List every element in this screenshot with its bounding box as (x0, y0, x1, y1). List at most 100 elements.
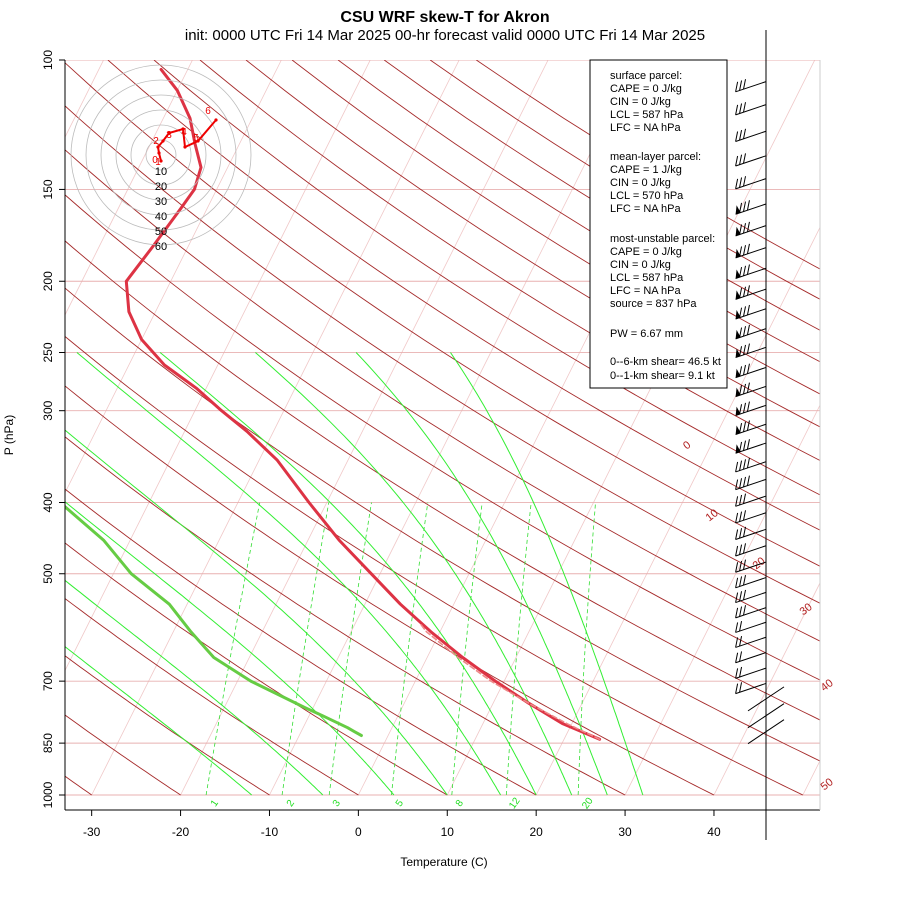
moist-adiabat-line (65, 579, 324, 796)
wind-barb-shaft (735, 667, 767, 679)
pressure-tick-label: 100 (41, 50, 55, 70)
isotherm-line (65, 60, 193, 316)
wind-barb-feather (746, 264, 750, 275)
wind-barb-shaft (735, 591, 767, 604)
wind-barb-feather (735, 155, 739, 167)
pressure-tick-label: 400 (41, 492, 55, 512)
wind-barb-shaft (735, 178, 767, 190)
pressure-tick-label: 250 (41, 342, 55, 362)
wind-barb-shaft (735, 130, 767, 142)
wind-barb-feather (743, 176, 746, 187)
hodograph-point (156, 145, 160, 149)
most-unstable-lcl: LCL = 587 hPa (610, 272, 684, 284)
wind-barbs (735, 79, 785, 745)
hodograph-hour-label: 1 (155, 157, 161, 168)
wind-barb-feather (739, 103, 743, 114)
dry-adiabat-line (65, 488, 537, 796)
wind-barb-feather (743, 245, 746, 256)
temperature-tick-label: -30 (83, 825, 101, 839)
precipitable-water: PW = 6.67 mm (610, 328, 683, 340)
dry-adiabat-line (65, 714, 181, 796)
moist-adiabat-line (76, 352, 502, 796)
dry-adiabat-line (65, 62, 820, 567)
mixing-ratio-line (205, 502, 261, 796)
stats-box: surface parcel: CAPE = 0 J/kg CIN = 0 J/… (589, 59, 728, 389)
isotherm-line (713, 582, 820, 796)
wind-barb-feather (739, 130, 743, 141)
hodograph-ring (145, 139, 177, 171)
mean-layer-lfc: LFC = NA hPa (610, 203, 682, 215)
pressure-tick-label: 700 (41, 671, 55, 691)
wind-barb-feather (739, 327, 743, 338)
wind-barb-shaft (735, 328, 767, 340)
surface-lfc: LFC = NA hPa (610, 122, 682, 134)
temperature-tick-label: -20 (172, 825, 190, 839)
wind-barb-feather (743, 589, 746, 601)
moist-adiabat-line (255, 352, 573, 796)
wind-barb-feather (739, 544, 743, 555)
wind-barb-feather (743, 402, 746, 413)
wind-barb-feather (739, 307, 743, 318)
mixing-ratio-label: 3 (331, 798, 343, 809)
wind-barb-shaft (765, 686, 785, 700)
most-unstable-cin: CIN = 0 J/kg (610, 259, 671, 271)
dry-adiabat-line (65, 287, 820, 762)
wind-barb-feather (735, 683, 739, 694)
mixing-ratio-label: 5 (394, 798, 406, 809)
x-axis-label: Temperature (C) (400, 855, 487, 869)
wind-barb-feather (739, 404, 743, 415)
dry-adiabat-line (65, 542, 448, 796)
wind-barb-feather (735, 496, 739, 507)
wind-barb-shaft (735, 225, 767, 237)
chart-title: CSU WRF skew-T for Akron (340, 9, 549, 26)
mixing-ratio-line (505, 502, 532, 796)
temperature-profile-line (124, 67, 602, 741)
temperature-tick-label: -10 (261, 825, 279, 839)
wind-barb-shaft (747, 698, 767, 712)
wind-barb-feather (746, 382, 750, 393)
wind-barb-feather (743, 383, 746, 395)
wind-barb-feather (735, 652, 739, 663)
wind-barb-feather (739, 560, 743, 572)
wind-barb-feather (735, 622, 739, 633)
moist-adiabat-line (65, 501, 395, 796)
wind-barb-feather (735, 529, 739, 540)
y-axis-label: P (hPa) (2, 415, 16, 455)
temperature-tick-label: 30 (618, 825, 632, 839)
isotherm-line (180, 60, 549, 796)
chart-subtitle: init: 0000 UTC Fri 14 Mar 2025 00-hr for… (185, 27, 705, 44)
wind-barb-shaft (735, 636, 767, 648)
mixing-ratio-label: 1 (209, 798, 221, 809)
wind-barb-feather (746, 324, 750, 335)
wind-barb-feather (739, 366, 743, 377)
wind-barb-shaft (765, 719, 785, 733)
hodograph-point (183, 145, 187, 149)
dry-adiabat-line (107, 60, 820, 531)
dry-adiabat-line (291, 60, 820, 395)
dry-adiabat-label: 0 (681, 439, 693, 452)
wind-barb-feather (743, 575, 746, 586)
pressure-tick-label: 300 (41, 400, 55, 420)
wind-barb-feather (739, 478, 743, 489)
wind-barb-feather (739, 460, 743, 471)
wind-barb-shaft (735, 607, 767, 619)
wind-barb-feather (743, 440, 746, 451)
most-unstable-cape: CAPE = 0 J/kg (610, 246, 682, 258)
wind-barb-feather (746, 363, 750, 374)
wind-barb-shaft (735, 652, 767, 664)
wind-barb-shaft (735, 528, 767, 541)
wind-barb-feather (743, 364, 746, 376)
wind-barb-feather (735, 577, 739, 588)
hodograph-point (167, 131, 171, 135)
shear-0-6km: 0--6-km shear= 46.5 kt (610, 356, 721, 368)
mixing-ratio-labels: 1 2 3 5 8 12 20 (209, 795, 596, 811)
wind-barb-shaft (735, 621, 767, 633)
isotherm-line (269, 60, 638, 796)
wind-barb-shaft (735, 288, 767, 300)
isotherm-line (65, 60, 371, 672)
wind-barb-feather (743, 421, 746, 432)
surface-lcl: LCL = 587 hPa (610, 109, 684, 121)
wind-barb-shaft (747, 731, 767, 745)
wind-barb-shaft (735, 346, 767, 359)
